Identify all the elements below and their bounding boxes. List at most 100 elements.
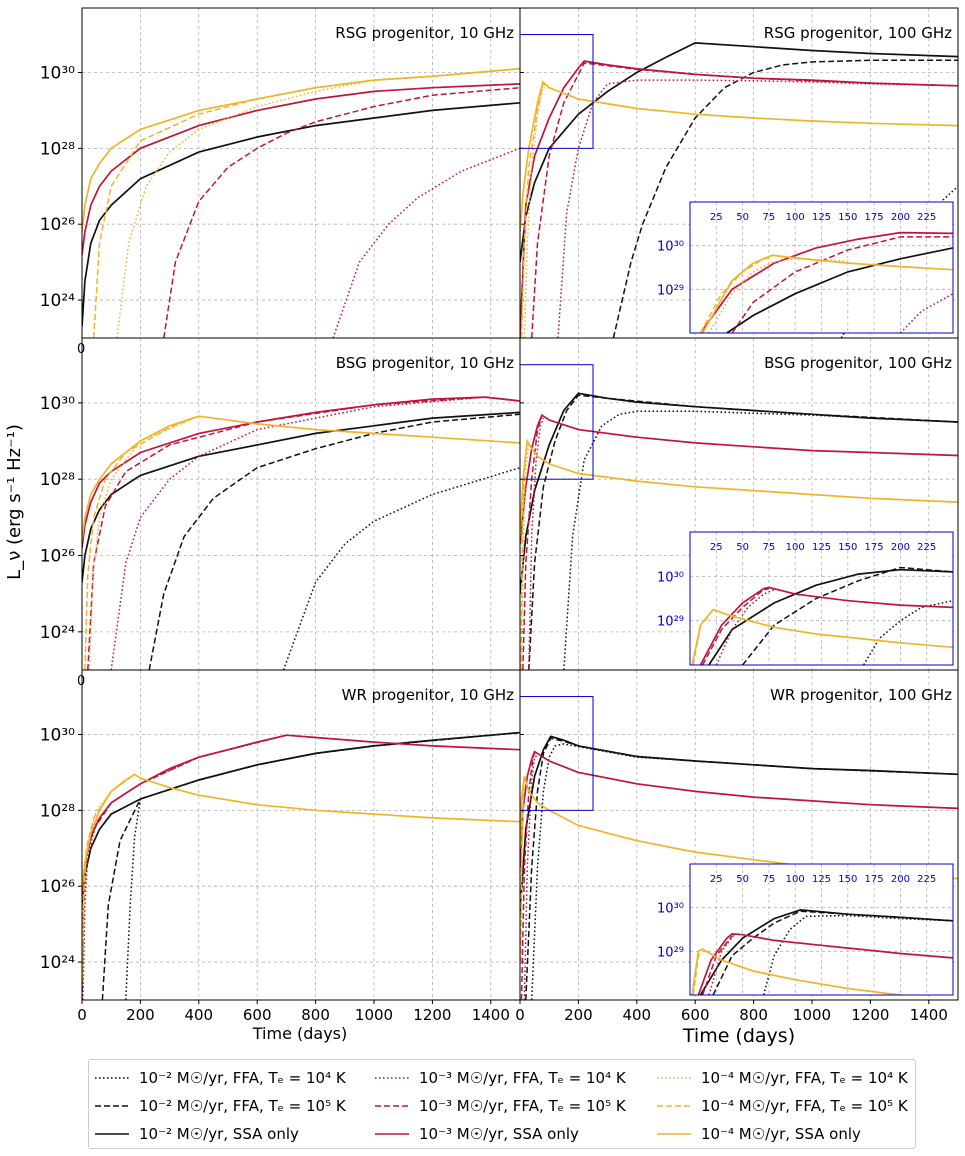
legend: 10⁻² M☉/yr, FFA, Tₑ = 10⁴ K 10⁻³ M☉/yr, F… bbox=[88, 1059, 916, 1149]
panel-5: 0 200 400 600 800 1000 1200 1400 10²⁴ 10²⁶ 10²⁸ 10³… bbox=[40, 669, 521, 1024]
y-tick-label: 10²⁸ bbox=[40, 470, 75, 490]
inset-x-tick-label: 150 bbox=[838, 542, 857, 553]
inset-6-series-4 bbox=[701, 935, 733, 995]
panel-3-series-7 bbox=[84, 415, 200, 670]
panel-5-series-6 bbox=[82, 773, 520, 887]
y-tick-label: 10³⁰ bbox=[40, 394, 75, 414]
inset-x-tick-label: 150 bbox=[838, 874, 857, 885]
panel-4-series-6 bbox=[520, 438, 958, 537]
panel-5-series-2 bbox=[125, 731, 520, 1000]
panel-title: RSG progenitor, 10 GHz bbox=[335, 24, 514, 42]
panel-4-series-1 bbox=[528, 394, 958, 670]
legend-label: 10⁻³ M☉/yr, FFA, Tₑ = 10⁴ K bbox=[419, 1069, 626, 1087]
inset-axes: 25 50 75 100 125 150 175 200 225 10²⁹ 10³⁰ bbox=[657, 531, 954, 666]
panel-3-series-0 bbox=[82, 411, 520, 583]
panel-frame bbox=[81, 669, 521, 1001]
panel-3-series-5 bbox=[110, 396, 520, 670]
panel-2-series-8 bbox=[523, 86, 550, 338]
x-tick-label: 600 bbox=[243, 1006, 272, 1024]
inset-x-tick-label: 225 bbox=[917, 542, 936, 553]
inset-x-tick-label: 25 bbox=[710, 542, 723, 553]
panel-3-series-1 bbox=[148, 413, 520, 670]
inset-x-tick-label: 50 bbox=[736, 874, 749, 885]
inset-y-tick-label: 10³⁰ bbox=[657, 902, 684, 917]
y-tick-label: 10²⁶ bbox=[40, 215, 75, 235]
y-tick-label: 10²⁴ bbox=[40, 953, 75, 973]
inset-frame bbox=[689, 863, 954, 996]
x-tick-label: 200 bbox=[126, 1006, 155, 1024]
panel-5-series-4 bbox=[82, 734, 287, 1000]
legend-line-swatch bbox=[95, 1105, 129, 1107]
panel-2-series-3 bbox=[520, 60, 958, 338]
inset-x-tick-label: 25 bbox=[710, 874, 723, 885]
legend-label: 10⁻³ M☉/yr, FFA, Tₑ = 10⁵ K bbox=[419, 1097, 626, 1115]
legend-item: 10⁻² M☉/yr, FFA, Tₑ = 10⁵ K bbox=[95, 1094, 346, 1118]
figure-canvas: 10²⁴ 10²⁶ 10²⁸ 10³⁰ RSG progenitor, 10 GHz RS… bbox=[4, 7, 959, 1047]
hidden-x-tick-label: 0 bbox=[77, 674, 85, 689]
panel-3-series-6 bbox=[82, 415, 520, 541]
inset-y-tick-label: 10²⁹ bbox=[657, 283, 684, 298]
inset-6-series-2 bbox=[762, 914, 953, 995]
inset-frame bbox=[689, 201, 954, 334]
panel-1-series-2 bbox=[163, 86, 520, 338]
panel-6-series-8 bbox=[520, 779, 525, 963]
inset-frame bbox=[689, 531, 954, 666]
legend-line-swatch bbox=[657, 1077, 691, 1079]
y-axis-label: L_ν (erg s⁻¹ Hz⁻¹) bbox=[4, 424, 25, 580]
x-tick-label: 0 bbox=[77, 1006, 87, 1024]
inset-axes: 25 50 75 100 125 150 175 200 225 10²⁹ 10³⁰ bbox=[657, 201, 954, 334]
legend-item: 10⁻⁴ M☉/yr, FFA, Tₑ = 10⁵ K bbox=[657, 1094, 908, 1118]
legend-label: 10⁻² M☉/yr, FFA, Tₑ = 10⁴ K bbox=[139, 1069, 346, 1087]
inset-4-series-4 bbox=[701, 587, 770, 665]
inset-x-tick-label: 25 bbox=[710, 212, 723, 223]
inset-x-tick-label: 225 bbox=[917, 874, 936, 885]
inset-4-series-2 bbox=[862, 599, 953, 665]
panel-title: RSG progenitor, 100 GHz bbox=[764, 24, 952, 42]
legend-line-swatch bbox=[95, 1077, 129, 1079]
inset-2-series-1 bbox=[699, 231, 953, 333]
inset-4-series-3 bbox=[699, 586, 953, 665]
inset-y-tick-label: 10³⁰ bbox=[657, 240, 684, 255]
panel-title: BSG progenitor, 10 GHz bbox=[336, 354, 514, 372]
inset-y-tick-label: 10²⁹ bbox=[657, 615, 684, 630]
legend-label: 10⁻⁴ M☉/yr, FFA, Tₑ = 10⁴ K bbox=[701, 1069, 908, 1087]
panel-2-series-7 bbox=[520, 82, 550, 338]
panel-1-series-3 bbox=[332, 147, 520, 338]
panel-frame bbox=[81, 7, 521, 339]
y-tick-label: 10³⁰ bbox=[40, 725, 75, 745]
panel-title: BSG progenitor, 100 GHz bbox=[764, 354, 952, 372]
inset-2-series-5 bbox=[699, 257, 773, 333]
panel-3-series-4 bbox=[87, 396, 520, 670]
panel-title: WR progenitor, 10 GHz bbox=[342, 686, 515, 704]
legend-line-swatch bbox=[95, 1133, 129, 1135]
legend-line-swatch bbox=[375, 1105, 409, 1107]
x-tick-label: 1000 bbox=[793, 1006, 831, 1024]
panel-3-series-8 bbox=[88, 415, 200, 670]
inset-x-tick-label: 175 bbox=[865, 212, 884, 223]
legend-line-swatch bbox=[375, 1133, 409, 1135]
inset-4-series-7 bbox=[692, 615, 710, 665]
panel-5-series-3 bbox=[82, 734, 520, 894]
panel-6-series-6 bbox=[520, 775, 958, 880]
inset-x-tick-label: 225 bbox=[917, 212, 936, 223]
panel-6-series-5 bbox=[523, 754, 538, 1000]
x-tick-label: 800 bbox=[301, 1006, 330, 1024]
x-axis-label-left: Time (days) bbox=[252, 1024, 348, 1043]
hidden-x-tick-label: 0 bbox=[77, 342, 85, 357]
inset-6-series-5 bbox=[708, 934, 735, 995]
panel-2-series-5 bbox=[557, 79, 958, 338]
inset-6-series-3 bbox=[697, 933, 953, 995]
inset-6-series-7 bbox=[692, 950, 704, 995]
x-tick-label: 1200 bbox=[851, 1006, 889, 1024]
inset-x-tick-label: 75 bbox=[763, 542, 776, 553]
panel-2-series-0 bbox=[520, 42, 958, 263]
inset-6-series-1 bbox=[712, 910, 953, 995]
panel-4-series-2 bbox=[563, 410, 958, 670]
inset-x-tick-label: 75 bbox=[763, 212, 776, 223]
inset-x-tick-label: 175 bbox=[865, 874, 884, 885]
inset-x-tick-label: 200 bbox=[891, 874, 910, 885]
legend-item: 10⁻² M☉/yr, FFA, Tₑ = 10⁴ K bbox=[95, 1066, 346, 1090]
y-tick-label: 10²⁴ bbox=[40, 291, 75, 311]
legend-line-swatch bbox=[375, 1077, 409, 1079]
y-tick-label: 10²⁶ bbox=[40, 547, 75, 567]
